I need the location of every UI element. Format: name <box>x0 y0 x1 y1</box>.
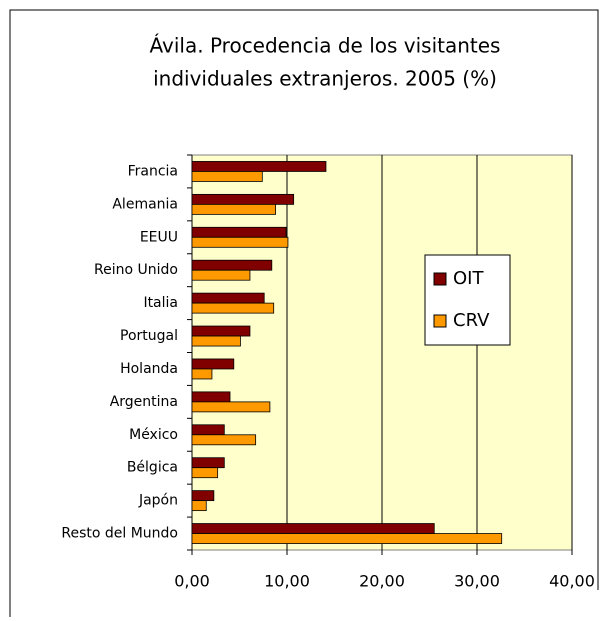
bar <box>191 401 271 413</box>
chart-title: Ávila. Procedencia de los visitantes <box>150 34 501 58</box>
bar <box>191 523 435 534</box>
chart-frame <box>9 9 599 617</box>
bar <box>191 335 241 347</box>
x-tick-label: 10,00 <box>264 572 310 591</box>
bar <box>191 171 263 182</box>
bar <box>191 259 273 271</box>
chart-title: individuales extranjeros. 2005 (%) <box>153 67 497 91</box>
x-tick-label: 20,00 <box>359 572 405 591</box>
x-tick-label: 40,00 <box>549 572 595 591</box>
y-tick-label: Bélgica <box>127 460 178 476</box>
x-tick-label: 0,00 <box>174 572 210 591</box>
bar <box>191 533 503 544</box>
bar <box>191 391 231 403</box>
bar <box>191 434 257 446</box>
bar <box>191 424 225 436</box>
y-tick-label: Holanda <box>120 361 178 377</box>
y-tick-label: Alemania <box>112 196 178 212</box>
bar <box>191 490 215 502</box>
legend-box <box>424 254 511 346</box>
bar <box>191 269 251 281</box>
legend-label: OIT <box>453 268 484 289</box>
bar <box>191 193 295 205</box>
y-tick-label: Francia <box>128 163 178 179</box>
bar <box>191 457 225 469</box>
bar <box>191 236 289 248</box>
bar <box>191 325 251 337</box>
bar <box>191 500 207 512</box>
y-tick-label: Italia <box>143 295 178 311</box>
y-tick-label: México <box>129 427 178 443</box>
legend-swatch <box>433 314 447 328</box>
x-tick-label: 30,00 <box>454 572 500 591</box>
y-tick-label: EEUU <box>140 229 178 245</box>
y-tick-label: Portugal <box>120 328 178 344</box>
y-tick-label: Argentina <box>110 394 178 410</box>
y-tick-label: Reino Unido <box>94 262 178 278</box>
bar <box>191 203 276 215</box>
y-tick-label: Japón <box>138 493 178 509</box>
bar <box>191 302 275 314</box>
legend-swatch <box>433 272 447 286</box>
legend-label: CRV <box>453 310 490 331</box>
bar <box>191 226 287 238</box>
bar <box>191 292 265 304</box>
bar <box>191 467 219 479</box>
bar <box>191 161 327 172</box>
bar <box>191 368 213 380</box>
bar <box>191 358 235 370</box>
y-tick-label: Resto del Mundo <box>61 526 178 542</box>
